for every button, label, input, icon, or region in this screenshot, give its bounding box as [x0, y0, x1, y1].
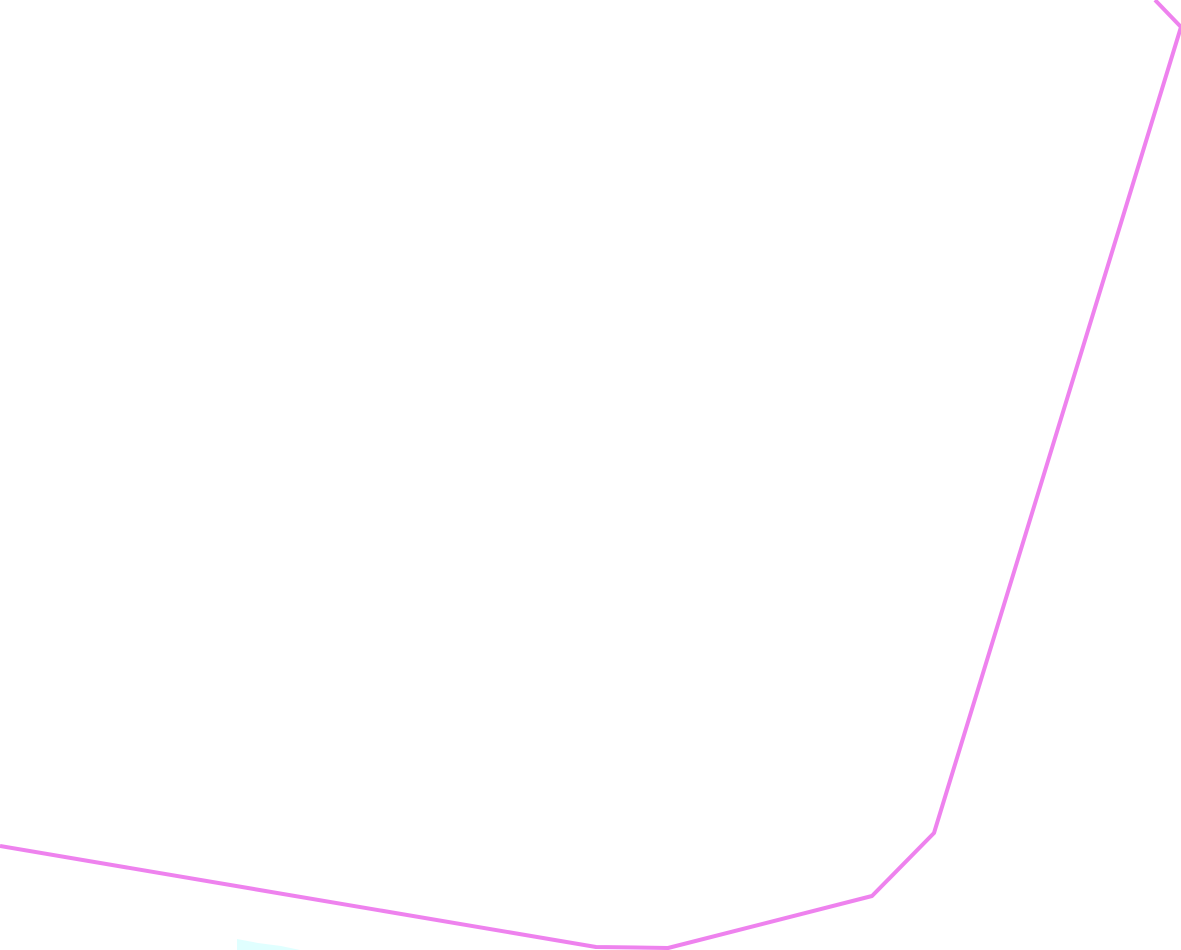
water-patch — [237, 939, 300, 950]
